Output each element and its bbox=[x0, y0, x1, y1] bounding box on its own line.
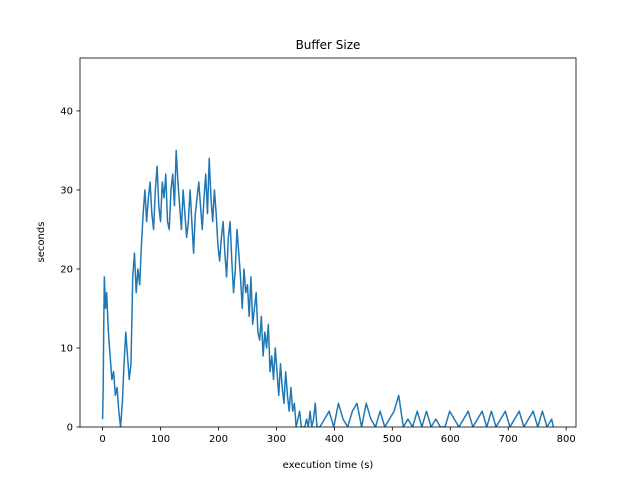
x-tick-label: 300 bbox=[267, 434, 286, 445]
data-line bbox=[101, 149, 555, 427]
y-tick-label: 10 bbox=[60, 343, 73, 354]
x-tick-label: 800 bbox=[557, 434, 576, 445]
x-tick-label: 700 bbox=[499, 434, 518, 445]
y-tick-label: 0 bbox=[67, 423, 73, 434]
y-tick-label: 40 bbox=[60, 106, 73, 117]
x-tick-label: 500 bbox=[383, 434, 402, 445]
y-tick-label: 20 bbox=[60, 264, 73, 275]
x-tick-label: 200 bbox=[209, 434, 228, 445]
x-tick-label: 0 bbox=[99, 434, 105, 445]
chart-title: Buffer Size bbox=[296, 38, 361, 52]
x-tick-label: 600 bbox=[441, 434, 460, 445]
x-tick-label: 100 bbox=[151, 434, 170, 445]
x-tick-label: 400 bbox=[325, 434, 344, 445]
plot-frame bbox=[79, 57, 577, 428]
y-axis-label: seconds bbox=[36, 222, 47, 263]
x-axis-label: execution time (s) bbox=[283, 460, 374, 471]
y-tick-label: 30 bbox=[60, 185, 73, 196]
